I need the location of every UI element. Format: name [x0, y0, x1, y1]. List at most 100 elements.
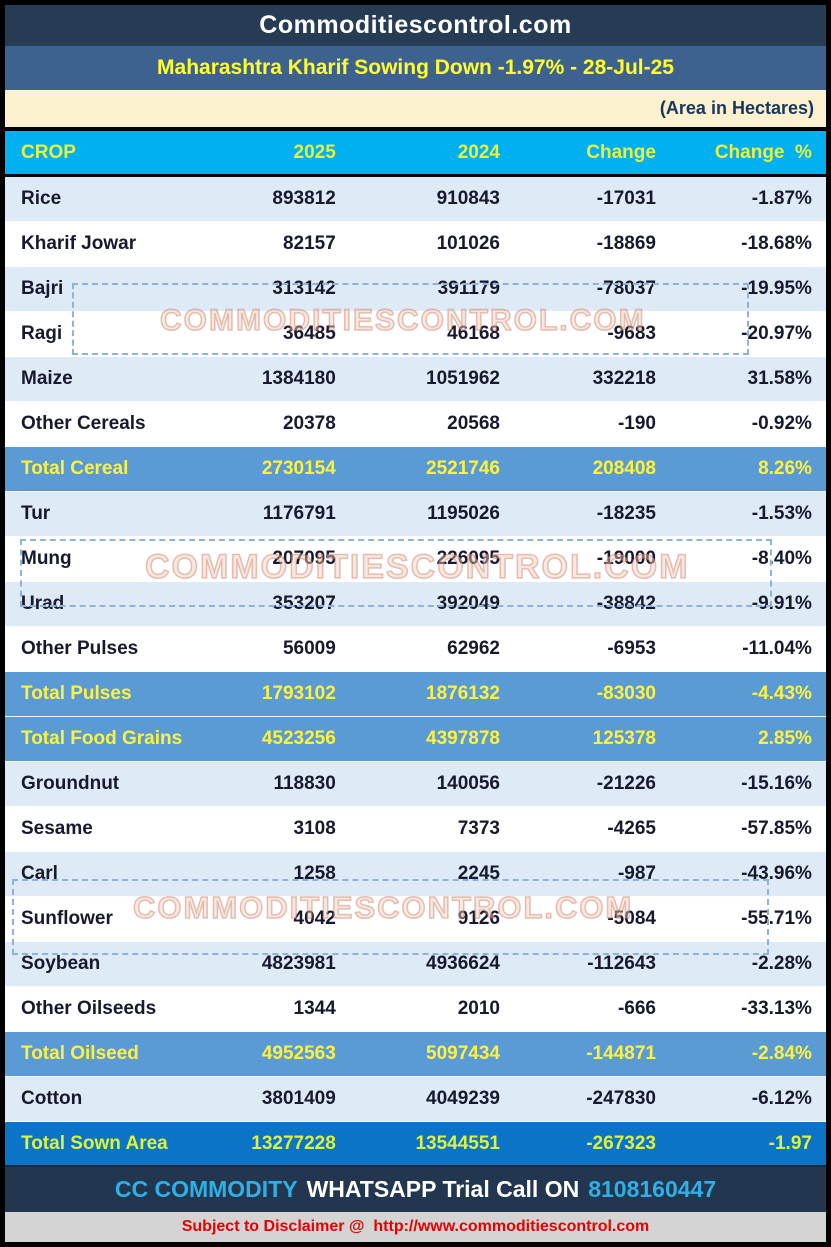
change-pct-value: -55.71% — [741, 908, 812, 929]
whatsapp-contact-bar: CC COMMODITY WHATSAPP Trial Call ON 8108… — [5, 1167, 826, 1212]
crop-name: Rice — [21, 188, 62, 209]
value-2024: 4397878 — [426, 728, 500, 749]
change-value: -267323 — [586, 1132, 656, 1154]
table-row: Other Cereals 20378 20568 -190 -0.92% — [5, 402, 826, 447]
table-row: Other Pulses 56009 62962 -6953 -11.04% — [5, 627, 826, 672]
change-value: -83030 — [596, 683, 656, 704]
value-2025: 353207 — [272, 593, 336, 614]
change-pct-value: -2.84% — [751, 1043, 812, 1064]
change-pct-value: -57.85% — [741, 818, 812, 839]
value-2024: 4049239 — [426, 1088, 500, 1109]
value-2024: 5097434 — [426, 1043, 500, 1064]
value-2025: 1344 — [293, 998, 336, 1019]
value-2025: 82157 — [282, 233, 336, 254]
change-pct-value: -43.96% — [741, 863, 812, 884]
value-2024: 226095 — [436, 548, 500, 569]
value-2024: 1876132 — [426, 683, 500, 704]
crop-name: Tur — [21, 503, 51, 524]
table-row-total-oilseed: Total Oilseed 4952563 5097434 -144871 -2… — [5, 1032, 826, 1077]
value-2024: 1195026 — [427, 503, 500, 524]
change-pct-value: -4.43% — [751, 683, 812, 704]
column-header-2025: 2025 — [293, 141, 336, 163]
column-header-change: Change — [586, 141, 656, 163]
table-row: Sesame 3108 7373 -4265 -57.85% — [5, 807, 826, 852]
column-header-crop: CROP — [21, 141, 76, 163]
value-2024: 46168 — [447, 323, 500, 344]
value-2024: 2245 — [457, 863, 500, 884]
change-pct-value: 31.58% — [747, 368, 812, 389]
change-value: -5084 — [607, 908, 656, 929]
table-row: Maize 1384180 1051962 332218 31.58% — [5, 357, 826, 402]
disclaimer-text: Subject to Disclaimer @ http://www.commo… — [181, 1218, 650, 1235]
table-row: Rice 893812 910843 -17031 -1.87% — [5, 177, 826, 222]
value-2024: 7373 — [457, 818, 500, 839]
value-2025: 56009 — [282, 638, 336, 659]
table-row: Kharif Jowar 82157 101026 -18869 -18.68% — [5, 222, 826, 267]
change-value: -18869 — [596, 233, 656, 254]
change-value: -190 — [617, 413, 656, 434]
value-2025: 4042 — [293, 908, 336, 929]
site-title-bar: Commoditiescontrol.com — [5, 5, 826, 46]
crop-name: Sesame — [21, 818, 93, 839]
change-value: -9683 — [607, 323, 656, 344]
footer-brand: CC COMMODITY — [114, 1176, 298, 1202]
column-header-2024: 2024 — [457, 141, 500, 163]
table-row: Bajri 313142 391179 -78037 -19.95% — [5, 267, 826, 312]
crop-name: Carl — [21, 863, 58, 884]
value-2024: 4936624 — [426, 953, 500, 974]
crop-name: Total Sown Area — [21, 1132, 168, 1154]
value-2025: 313142 — [272, 278, 336, 299]
report-title-bar: Maharashtra Kharif Sowing Down -1.97% - … — [5, 46, 826, 90]
value-2024: 140056 — [436, 773, 500, 794]
change-pct-value: 8.26% — [758, 458, 812, 479]
value-2025: 118830 — [273, 773, 336, 794]
change-pct-value: -20.97% — [741, 323, 812, 344]
change-value: -17031 — [596, 188, 656, 209]
crop-name: Urad — [21, 593, 65, 614]
change-value: -4265 — [607, 818, 656, 839]
change-pct-value: -2.28% — [751, 953, 812, 974]
crop-name: Bajri — [21, 278, 64, 299]
crop-name: Other Pulses — [21, 638, 139, 659]
value-2025: 4823981 — [261, 953, 336, 974]
value-2024: 391179 — [437, 278, 500, 299]
change-pct-value: 2.85% — [758, 728, 812, 749]
change-value: 332218 — [592, 368, 656, 389]
crop-name: Total Cereal — [21, 458, 129, 479]
change-value: 125378 — [592, 728, 656, 749]
change-pct-value: -1.87% — [751, 188, 812, 209]
value-2025: 2730154 — [261, 458, 336, 479]
change-pct-value: -1.97 — [768, 1132, 812, 1154]
table-row: Urad 353207 392049 -38842 -9.91% — [5, 582, 826, 627]
value-2024: 13544551 — [415, 1132, 500, 1154]
crop-name: Sunflower — [21, 908, 113, 929]
value-2025: 207095 — [272, 548, 336, 569]
change-pct-value: -8.40% — [751, 548, 812, 569]
change-pct-value: -15.16% — [741, 773, 812, 794]
value-2024: 20568 — [447, 413, 500, 434]
change-pct-value: -11.04% — [742, 638, 812, 659]
table-row: Cotton 3801409 4049239 -247830 -6.12% — [5, 1077, 826, 1122]
value-2024: 2010 — [457, 998, 500, 1019]
value-2024: 62962 — [447, 638, 500, 659]
change-value: -6953 — [607, 638, 656, 659]
change-pct-value: -33.13% — [741, 998, 812, 1019]
change-pct-value: -19.95% — [741, 278, 812, 299]
value-2024: 910843 — [436, 188, 500, 209]
crop-name: Total Pulses — [21, 683, 132, 704]
change-value: -19000 — [596, 548, 656, 569]
table-header-row: CROP 2025 2024 Change Change % — [5, 131, 826, 177]
change-pct-value: -18.68% — [741, 233, 812, 254]
footer-phone-number: 8108160447 — [588, 1176, 717, 1202]
table-row: Carl 1258 2245 -987 -43.96% — [5, 852, 826, 897]
table-row: Other Oilseeds 1344 2010 -666 -33.13% — [5, 987, 826, 1032]
table-row-total-pulses: Total Pulses 1793102 1876132 -83030 -4.4… — [5, 672, 826, 717]
crop-name: Groundnut — [21, 773, 120, 794]
crop-name: Maize — [21, 368, 73, 389]
change-value: -112643 — [587, 953, 656, 974]
change-value: -144871 — [586, 1043, 656, 1064]
value-2024: 392049 — [436, 593, 500, 614]
value-2025: 3801409 — [261, 1088, 336, 1109]
value-2025: 4523256 — [261, 728, 336, 749]
column-header-change-pct: Change % — [714, 141, 812, 163]
